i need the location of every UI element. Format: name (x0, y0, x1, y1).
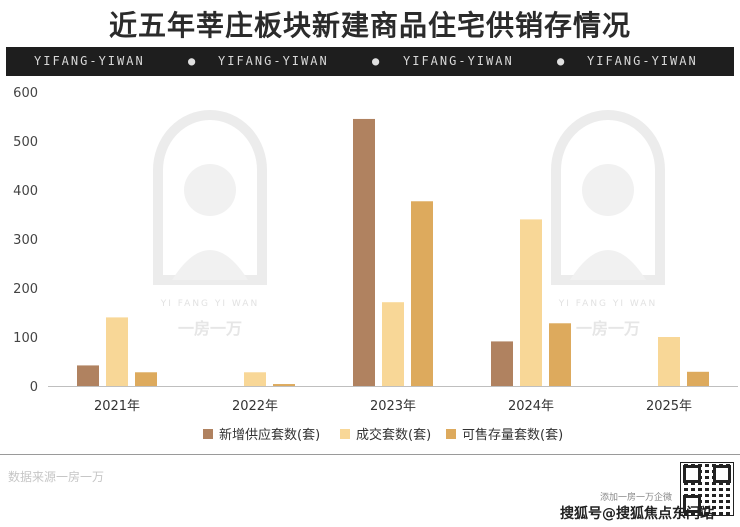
y-tick-label: 300 (13, 233, 38, 248)
y-tick-label: 400 (13, 184, 38, 199)
legend-label: 成交套数(套) (356, 428, 432, 443)
watermark-label: YI FANG YI WAN (160, 299, 259, 309)
bar-3-4 (549, 323, 571, 386)
legend-item-3: 可售存量套数(套) (446, 424, 563, 443)
band-text-3: YIFANG-YIWAN (403, 54, 514, 68)
qr-code[interactable] (680, 462, 734, 516)
footer-divider (0, 454, 740, 455)
legend-swatch (446, 428, 456, 439)
watermark-portrait-body (172, 250, 248, 280)
chart-title: 近五年莘庄板块新建商品住宅供销存情况 (108, 9, 631, 42)
legend-item-2: 成交套数(套) (340, 424, 431, 443)
x-tick-label: 2021年 (94, 399, 140, 414)
watermark-brand: 一房一万 (178, 319, 242, 338)
bar-1-1 (77, 365, 99, 386)
watermark-logo-2: YI FANG YI WAN 一房一万 (551, 110, 665, 338)
watermark-portrait-icon (582, 164, 634, 216)
bar-3-1 (135, 372, 157, 386)
band-text-1: YIFANG-YIWAN (34, 54, 145, 68)
x-tick-label: 2024年 (508, 399, 554, 414)
watermark-portrait-icon (184, 164, 236, 216)
band-dot-3: ● (557, 54, 565, 68)
band-dot-2: ● (372, 54, 380, 68)
x-tick-label: 2023年 (370, 399, 416, 414)
chart-legend: 新增供应套数(套) 成交套数(套) 可售存量套数(套) (0, 424, 740, 444)
band-dot-1: ● (188, 54, 196, 68)
band-text-4: YIFANG-YIWAN (587, 54, 698, 68)
bar-1-3 (353, 118, 375, 386)
data-source-note: 数据来源一房一万 (8, 470, 105, 484)
x-tick-label: 2025年 (646, 399, 692, 414)
bar-3-3 (411, 201, 433, 386)
watermark-logo-1: YI FANG YI WAN 一房一万 (153, 110, 267, 338)
y-tick-label: 600 (13, 86, 38, 101)
bar-2-2 (244, 372, 266, 386)
watermark-portrait-body (570, 250, 646, 280)
chart-area: YI FANG YI WAN 一房一万 YI FANG YI WAN 一房一万 0 10… (13, 86, 738, 414)
bar-2-1 (106, 317, 128, 386)
x-tick-label: 2022年 (232, 399, 278, 414)
bar-2-4 (520, 219, 542, 386)
bar-3-5 (687, 371, 709, 386)
y-tick-label: 0 (30, 380, 38, 395)
y-tick-label: 200 (13, 282, 38, 297)
bar-3-2 (273, 384, 295, 386)
legend-swatch (340, 428, 350, 439)
y-tick-label: 500 (13, 135, 38, 150)
legend-item-1: 新增供应套数(套) (203, 424, 320, 443)
watermark-arch (551, 110, 665, 285)
legend-label: 可售存量套数(套) (462, 428, 564, 443)
footer-brand: 搜狐号@搜狐焦点东门站 (560, 506, 714, 522)
legend-label: 新增供应套数(套) (219, 428, 321, 443)
band-text-2: YIFANG-YIWAN (218, 54, 329, 68)
bar-1-4 (491, 341, 513, 386)
qr-caption: 添加一房一万企微 (600, 493, 673, 503)
bar-2-3 (382, 302, 404, 386)
legend-swatch (203, 428, 213, 439)
brand-band: YIFANG-YIWAN ● YIFANG-YIWAN ● YIFANG-YIW… (6, 47, 734, 76)
watermark-label: YI FANG YI WAN (558, 299, 657, 309)
watermark-arch (153, 110, 267, 285)
y-tick-label: 100 (13, 331, 38, 346)
watermark-brand: 一房一万 (576, 319, 640, 338)
bar-2-5 (658, 337, 680, 386)
